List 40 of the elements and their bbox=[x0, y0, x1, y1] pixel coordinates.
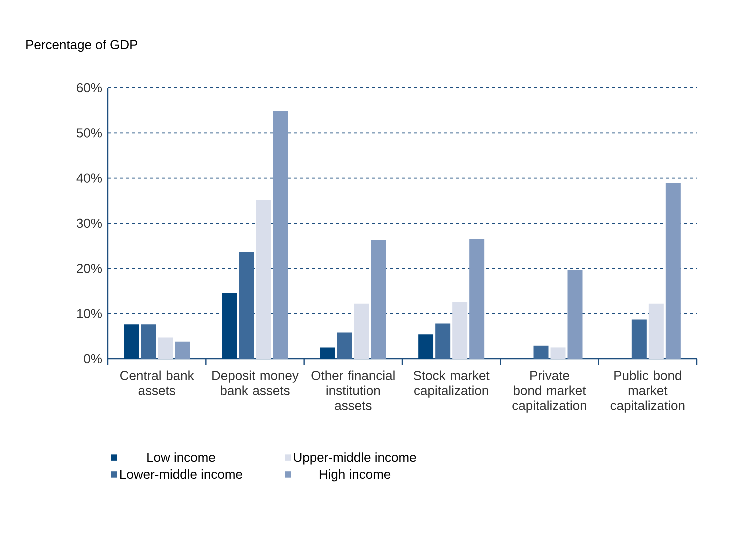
bar bbox=[470, 239, 485, 359]
legend-label: Low income bbox=[148, 452, 216, 462]
bar bbox=[568, 270, 583, 359]
y-tick-label: 0% bbox=[84, 354, 102, 364]
legend-label: Upper-middle income bbox=[294, 452, 416, 465]
bar bbox=[175, 342, 190, 359]
y-axis-title: Percentage of GDP bbox=[26, 40, 138, 52]
bar bbox=[534, 346, 549, 359]
bar bbox=[158, 338, 174, 359]
bar bbox=[124, 324, 140, 359]
bar bbox=[354, 304, 370, 359]
bar bbox=[337, 332, 352, 359]
bar bbox=[273, 111, 288, 359]
x-tick-label: Central bank assets bbox=[120, 370, 194, 396]
bar bbox=[632, 320, 647, 359]
y-tick-label: 60% bbox=[77, 83, 102, 93]
y-tick-label: 50% bbox=[76, 128, 102, 138]
bar bbox=[436, 324, 451, 359]
x-tick-label: Private bond market capitalization bbox=[512, 370, 586, 413]
bar bbox=[418, 334, 434, 359]
bar bbox=[648, 304, 664, 359]
bar bbox=[222, 293, 238, 359]
bar bbox=[452, 302, 468, 359]
y-tick-label: 40% bbox=[76, 174, 102, 183]
y-tick-label: 10% bbox=[77, 309, 102, 318]
x-tick-label: Deposit money bank assets bbox=[212, 370, 299, 396]
bar bbox=[666, 183, 681, 359]
bar bbox=[320, 348, 336, 359]
legend-label: Lower-middle income bbox=[120, 470, 242, 480]
x-tick-label: Other financial institution assets bbox=[312, 370, 395, 410]
x-tick-label: Public bond market capitalization bbox=[610, 370, 685, 413]
legend-label: High income bbox=[320, 470, 391, 482]
y-tick-label: 30% bbox=[76, 218, 102, 228]
y-tick-label: 20% bbox=[77, 264, 102, 274]
bar bbox=[371, 240, 386, 359]
bar bbox=[141, 324, 156, 359]
x-tick-label: Stock market capitalization bbox=[414, 370, 490, 398]
bar bbox=[256, 200, 272, 359]
bar bbox=[239, 252, 254, 359]
bar bbox=[550, 348, 566, 359]
